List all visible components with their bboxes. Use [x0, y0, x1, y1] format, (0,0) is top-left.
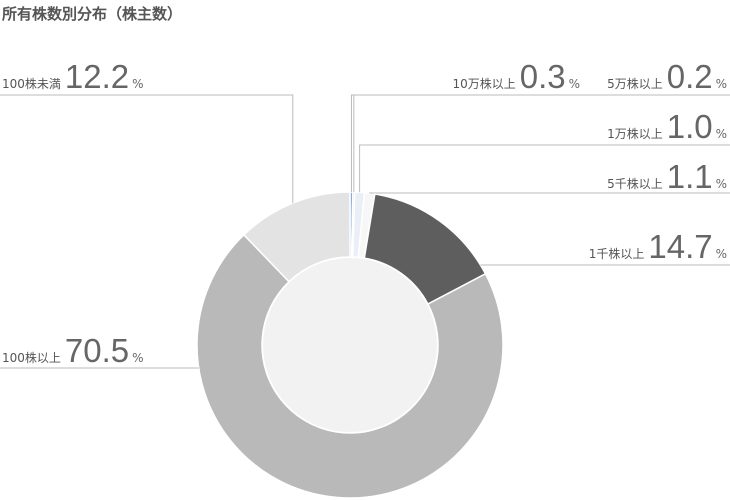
donut-hole — [263, 258, 437, 432]
label-value: 70.5 — [65, 332, 129, 369]
label-unit: % — [132, 351, 143, 365]
label-value: 0.3 — [520, 58, 566, 95]
label-name: 1万株以上 — [607, 126, 663, 141]
label-value: 14.7 — [648, 228, 712, 265]
data-label: 10万株以上 0.3% — [452, 58, 580, 95]
label-name: 10万株以上 — [452, 76, 515, 91]
leader-line — [353, 94, 730, 193]
donut-slice — [196, 233, 504, 499]
data-label: 100株以上 70.5% — [2, 332, 144, 369]
data-label: 1千株以上 14.7% — [589, 228, 727, 265]
label-value: 0.2 — [667, 58, 713, 95]
label-value: 1.1 — [667, 158, 713, 195]
label-unit: % — [716, 247, 727, 261]
leader-line — [0, 94, 294, 204]
data-label: 5千株以上 1.1% — [607, 158, 727, 195]
label-value: 1.0 — [667, 108, 713, 145]
label-name: 5千株以上 — [607, 176, 663, 191]
label-name: 100株以上 — [2, 350, 61, 365]
chart-title: 所有株数別分布（株主数） — [2, 5, 182, 23]
data-label: 5万株以上 0.2% — [607, 58, 727, 95]
label-unit: % — [716, 77, 727, 91]
data-label: 1万株以上 1.0% — [607, 108, 727, 145]
label-name: 100株未満 — [2, 76, 61, 91]
label-unit: % — [569, 77, 580, 91]
label-name: 5万株以上 — [607, 76, 663, 91]
data-label: 100株未満 12.2% — [2, 58, 144, 95]
label-value: 12.2 — [65, 58, 129, 95]
label-unit: % — [716, 127, 727, 141]
label-unit: % — [716, 177, 727, 191]
leader-line — [359, 144, 730, 193]
label-name: 1千株以上 — [589, 246, 645, 261]
label-unit: % — [132, 77, 143, 91]
donut-slice — [242, 191, 351, 283]
